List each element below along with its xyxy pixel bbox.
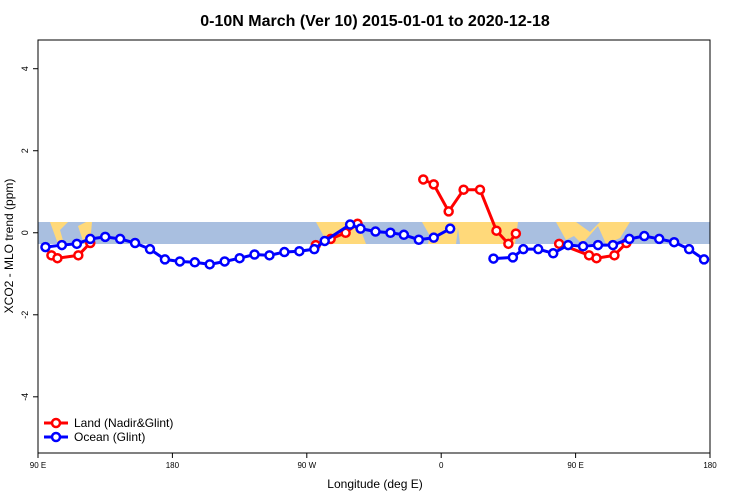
data-point	[503, 238, 514, 250]
x-tick-label: 180	[166, 461, 180, 470]
data-point	[413, 234, 425, 245]
data-point	[507, 252, 519, 263]
data-point	[144, 243, 156, 255]
data-point	[488, 253, 499, 264]
data-point	[443, 206, 454, 217]
data-point	[609, 250, 620, 261]
data-point	[698, 254, 710, 265]
y-tick-label: -2	[20, 311, 30, 319]
y-tick-label: 0	[20, 230, 30, 235]
data-point	[591, 252, 602, 264]
data-point	[189, 257, 201, 268]
series-line	[50, 178, 628, 260]
data-point	[71, 238, 83, 250]
data-point	[129, 237, 141, 249]
data-point	[491, 225, 502, 236]
y-tick-label: -4	[20, 393, 30, 401]
data-point	[385, 227, 396, 239]
data-point	[444, 223, 456, 234]
data-point	[418, 174, 429, 185]
data-point	[219, 256, 230, 267]
legend-label: Ocean (Glint)	[74, 430, 145, 444]
data-point	[159, 254, 171, 265]
data-point	[428, 232, 439, 243]
data-point	[428, 179, 439, 190]
data-point	[40, 241, 51, 253]
data-point	[52, 252, 63, 264]
x-tick-label: 0	[439, 461, 444, 470]
data-point	[355, 223, 366, 234]
data-point	[398, 229, 410, 241]
legend-label: Land (Nadir&Glint)	[74, 416, 173, 430]
data-point	[553, 238, 565, 250]
data-point	[234, 252, 245, 264]
legend-marker	[50, 417, 62, 429]
y-axis-label: XCO2 - MLO trend (ppm)	[2, 179, 16, 314]
x-tick-label: 90 E	[30, 461, 46, 470]
data-point	[56, 239, 68, 251]
data-point	[577, 241, 589, 252]
data-point	[683, 243, 695, 255]
data-point	[344, 219, 356, 230]
data-point	[99, 231, 111, 243]
data-point	[653, 233, 665, 245]
data-point	[114, 233, 126, 245]
x-axis-label: Longitude (deg E)	[327, 477, 422, 491]
data-point	[607, 239, 619, 251]
data-point	[510, 228, 522, 239]
plot-frame	[37, 39, 711, 454]
data-point	[73, 250, 84, 261]
legend-marker	[50, 431, 62, 443]
data-point	[309, 243, 320, 255]
legend: Land (Nadir&Glint)Ocean (Glint)	[44, 416, 173, 444]
data-point	[592, 239, 604, 251]
data-point	[294, 245, 305, 257]
x-tick-label: 90 E	[567, 461, 583, 470]
data-point	[85, 233, 96, 245]
data-point	[624, 233, 635, 245]
data-point	[204, 259, 215, 270]
data-point	[562, 239, 574, 251]
y-tick-label: 4	[20, 66, 30, 71]
data-point	[458, 184, 469, 195]
data-point	[370, 226, 381, 237]
data-point	[319, 235, 330, 247]
y-tick-label: 2	[20, 148, 30, 153]
data-point	[174, 256, 186, 267]
data-point	[668, 236, 680, 248]
data-point	[264, 250, 275, 261]
x-tick-label: 90 W	[297, 461, 316, 470]
data-point	[474, 184, 486, 195]
data-point	[518, 243, 529, 255]
data-point	[639, 230, 650, 242]
data-point	[533, 243, 544, 255]
data-point	[279, 246, 290, 258]
x-tick-label: 180	[703, 461, 717, 470]
data-point	[547, 248, 559, 259]
data-point	[249, 249, 260, 260]
chart-title: 0-10N March (Ver 10) 2015-01-01 to 2020-…	[200, 13, 550, 30]
